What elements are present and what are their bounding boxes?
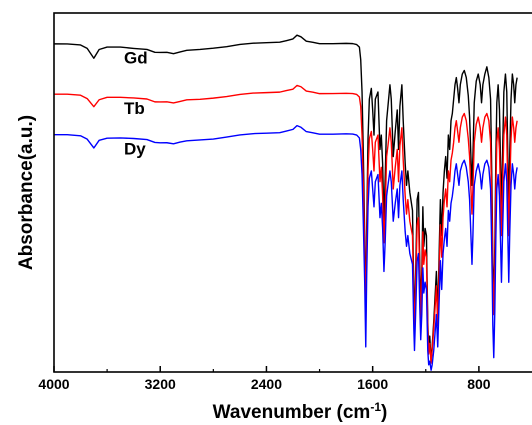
- x-tick-label: 1600: [357, 376, 388, 392]
- series-labels: Gd Tb Dy: [124, 49, 148, 159]
- x-tick-label: 4000: [38, 376, 69, 392]
- series-line-tb: [53, 84, 518, 364]
- plot-frame: [53, 12, 532, 373]
- series-label-gd: Gd: [124, 49, 148, 68]
- series-label-tb: Tb: [124, 99, 145, 118]
- y-axis-title: Absorbance(a.u.): [16, 115, 37, 270]
- x-axis-ticks: 4000 3200 2400 1600 800: [38, 366, 491, 392]
- x-axis-title-main: Wavenumber (cm: [213, 402, 371, 423]
- series-line-dy: [53, 124, 518, 371]
- x-axis-title: Wavenumber (cm-1): [213, 400, 388, 423]
- series-layer: [53, 34, 518, 371]
- x-tick-label: 3200: [145, 376, 176, 392]
- x-tick-label: 800: [467, 376, 491, 392]
- series-label-dy: Dy: [124, 139, 146, 158]
- x-tick-label: 2400: [251, 376, 282, 392]
- x-axis-title-sup: -1: [370, 400, 381, 414]
- x-axis-title-close: ): [381, 402, 387, 423]
